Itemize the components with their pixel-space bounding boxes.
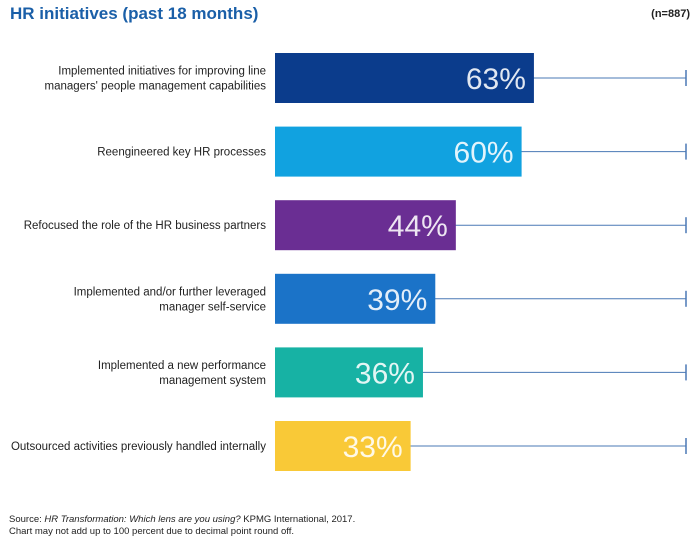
chart-title: HR initiatives (past 18 months) [10, 4, 259, 23]
bar [275, 421, 411, 471]
category-label: Reengineered key HR processes [97, 147, 266, 159]
category-label: Implemented initiatives for improving li… [58, 66, 266, 78]
rounding-note: Chart may not add up to 100 percent due … [9, 526, 295, 537]
bar-value-label: 39% [367, 284, 427, 317]
category-label: Implemented and/or further leveraged [74, 286, 266, 298]
bar-chart: 63% Implemented initiatives for improving… [11, 53, 687, 471]
bar [275, 273, 436, 324]
category-label: management system [159, 375, 266, 387]
category-label: Outsourced activities previously handled… [11, 441, 266, 453]
bar-value-label: 44% [388, 210, 448, 243]
source-suffix: KPMG International, 2017. [240, 514, 356, 525]
category-label: Implemented a new performance [98, 360, 266, 372]
bar-value-label: 36% [355, 357, 415, 390]
category-label: Refocused the role of the HR business pa… [24, 220, 267, 232]
bar-value-label: 33% [343, 431, 403, 464]
category-label: managers' people management capabilities [45, 81, 267, 93]
source-note: Source: HR Transformation: Which lens ar… [9, 514, 355, 538]
source-prefix: Source: [9, 514, 45, 525]
bar [275, 53, 534, 103]
bar [275, 200, 456, 251]
bar-value-label: 63% [466, 63, 526, 96]
category-label: manager self-service [159, 301, 266, 313]
source-title: HR Transformation: Which lens are you us… [44, 514, 241, 525]
sample-size-label: (n=887) [651, 8, 690, 20]
bar [275, 126, 522, 177]
bar [275, 347, 423, 398]
bar-value-label: 60% [454, 137, 514, 170]
